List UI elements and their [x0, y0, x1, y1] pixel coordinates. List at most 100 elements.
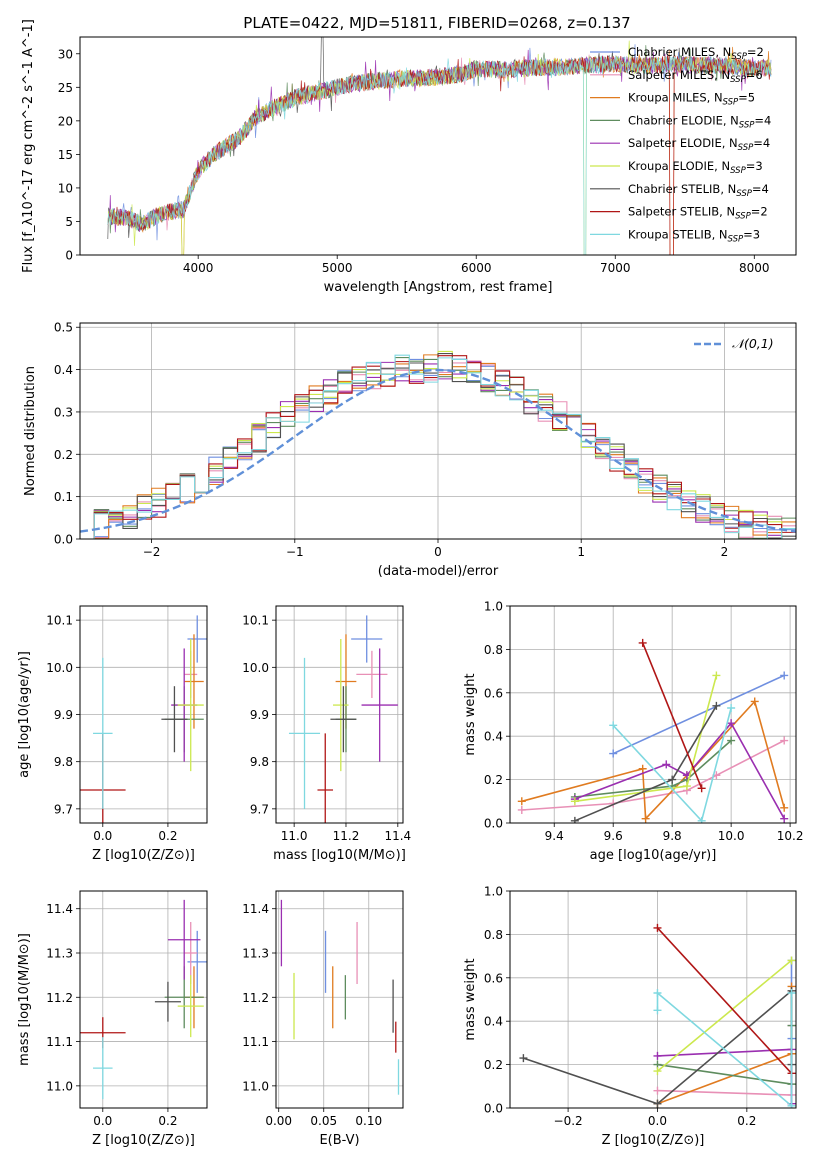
x-axis-label: wavelength [Angstrom, rest frame] — [324, 280, 553, 295]
weight-marker — [517, 805, 526, 814]
weight-marker — [780, 803, 789, 812]
weight-marker — [668, 775, 677, 784]
weight-marker — [609, 749, 618, 758]
charts-layer: 4000 5000 6000 7000 8000051015202530waveleng… — [17, 19, 803, 1148]
x-tick-label: 11.2 — [333, 829, 360, 843]
x-axis-label: Z [log10(Z/Z⊙)] — [92, 848, 195, 863]
y-tick-label: 11.0 — [46, 1079, 73, 1093]
legend-entry: Chabrier STELIB, NSSP=4 — [628, 182, 769, 199]
x-tick-label: 7000 — [600, 261, 631, 275]
x-tick-label: 0.0 — [648, 1114, 667, 1128]
y-tick-label: 0.1 — [54, 490, 73, 504]
figure-title: PLATE=0422, MJD=51811, FIBERID=0268, z=0… — [243, 14, 630, 32]
y-tick-label: 1.0 — [484, 600, 503, 614]
x-tick-label: −0.2 — [554, 1114, 583, 1128]
spectrum-series-5 — [107, 40, 772, 255]
weight-marker — [653, 1099, 662, 1108]
y-tick-label: 11.1 — [46, 1035, 73, 1049]
mass_vs_ebv-axes: 0.00 0.05 0.10 11.0 11.1 11.2 11.3 11.4 E(B-V) — [242, 891, 403, 1148]
y-tick-label: 0.6 — [484, 686, 503, 700]
age_vs_mass-points — [288, 615, 398, 823]
y-tick-label: 9.9 — [54, 708, 73, 722]
spectrum-axes: 4000 5000 6000 7000 8000 0 5 10 15 20 25 30 waveleng… — [21, 19, 770, 295]
x-tick-label: 0 — [434, 545, 442, 559]
y-tick-label: 0 — [65, 249, 73, 263]
weight-marker — [787, 956, 796, 965]
x-tick-label: 9.6 — [604, 829, 623, 843]
weight-marker — [638, 764, 647, 773]
y-tick-label: 11.3 — [242, 947, 269, 961]
age_vs_Z-points — [80, 615, 207, 823]
weight-marker — [662, 760, 671, 769]
x-tick-label: 10.0 — [718, 829, 745, 843]
weight-marker — [787, 988, 796, 997]
legend-subscript: SSP — [723, 98, 739, 108]
legend-nssp: =3 — [743, 227, 760, 241]
legend-nssp: =4 — [753, 136, 770, 150]
histogram-frame — [79, 322, 797, 540]
spectrum-legend: Chabrier MILES, NSSP=2 Salpeter MILES, NS… — [590, 45, 771, 244]
y-tick-label: 0.0 — [484, 817, 503, 831]
mass_vs_Z-axes: 0.0 0.2 11.0 11.1 11.2 11.3 11.4 Z [log10(Z/Z⊙)… — [17, 891, 207, 1148]
y-tick-label: 0.4 — [484, 730, 503, 744]
legend-entry: Salpeter ELODIE, NSSP=4 — [628, 136, 770, 153]
weight-marker — [653, 1051, 662, 1060]
x-tick-label: 0.10 — [355, 1114, 382, 1128]
x-tick-label: −1 — [286, 545, 304, 559]
weight-marker — [712, 701, 721, 710]
weight-marker — [653, 1067, 662, 1076]
x-tick-label: 9.4 — [545, 829, 564, 843]
weight-marker — [750, 697, 759, 706]
weight-marker — [697, 816, 706, 823]
legend-subscript: SSP — [730, 75, 746, 85]
weight-marker — [780, 671, 789, 680]
legend-subscript: SSP — [735, 212, 751, 222]
y-tick-label: 5 — [65, 215, 73, 229]
normal-reference-curve — [80, 368, 796, 533]
y-tick-label: 10.1 — [242, 614, 269, 628]
y-tick-label: 30 — [58, 47, 73, 61]
weight-marker — [780, 736, 789, 745]
y-tick-label: 11.3 — [46, 947, 73, 961]
x-axis-label: age [log10(age/yr)] — [590, 848, 717, 863]
weight-series-7 — [656, 927, 793, 1074]
x-axis-label: Z [log10(Z/Z⊙)] — [92, 1133, 195, 1148]
legend-nssp: =4 — [754, 113, 771, 127]
weight-marker — [682, 782, 691, 791]
weight-marker — [653, 988, 662, 997]
weight-series-8 — [656, 991, 793, 1108]
x-axis-label: E(B-V) — [319, 1133, 359, 1148]
legend-subscript: SSP — [730, 166, 746, 176]
weight-marker — [727, 719, 736, 728]
x-tick-label: 2 — [721, 545, 729, 559]
x-tick-label: 0.2 — [158, 1114, 177, 1128]
y-tick-label: 9.8 — [250, 755, 269, 769]
y-tick-label: 15 — [58, 148, 73, 162]
histogram-steps — [80, 350, 796, 539]
weight-marker — [519, 1054, 528, 1063]
x-axis-label: mass [log10(M/M⊙)] — [273, 848, 406, 863]
weight-marker — [570, 816, 579, 823]
mass_vs_ebv-frame — [275, 890, 404, 1109]
y-tick-label: 0.4 — [54, 363, 73, 377]
weight_vs_Z-lines — [519, 923, 796, 1108]
y-tick-label: 11.4 — [242, 902, 269, 916]
weight-marker — [712, 671, 721, 680]
legend-entry: Kroupa ELODIE, NSSP=3 — [628, 159, 763, 176]
weight-marker — [653, 1006, 662, 1015]
y-tick-label: 10.1 — [46, 614, 73, 628]
weight-series-3 — [574, 739, 732, 798]
x-tick-label: 11.0 — [281, 829, 308, 843]
age_vs_mass-frame — [275, 605, 404, 824]
y-tick-label: 9.8 — [54, 755, 73, 769]
legend-nssp: =6 — [746, 68, 763, 82]
x-tick-label: 8000 — [739, 261, 770, 275]
weight-series-0 — [612, 674, 785, 755]
x-tick-label: 0.2 — [158, 829, 177, 843]
y-tick-label: 11.2 — [242, 991, 269, 1005]
legend-entry: Salpeter STELIB, NSSP=2 — [628, 205, 768, 222]
y-tick-label: 0.2 — [484, 1058, 503, 1072]
x-tick-label: 0.0 — [93, 1114, 112, 1128]
spectrum-lines — [107, 37, 772, 255]
